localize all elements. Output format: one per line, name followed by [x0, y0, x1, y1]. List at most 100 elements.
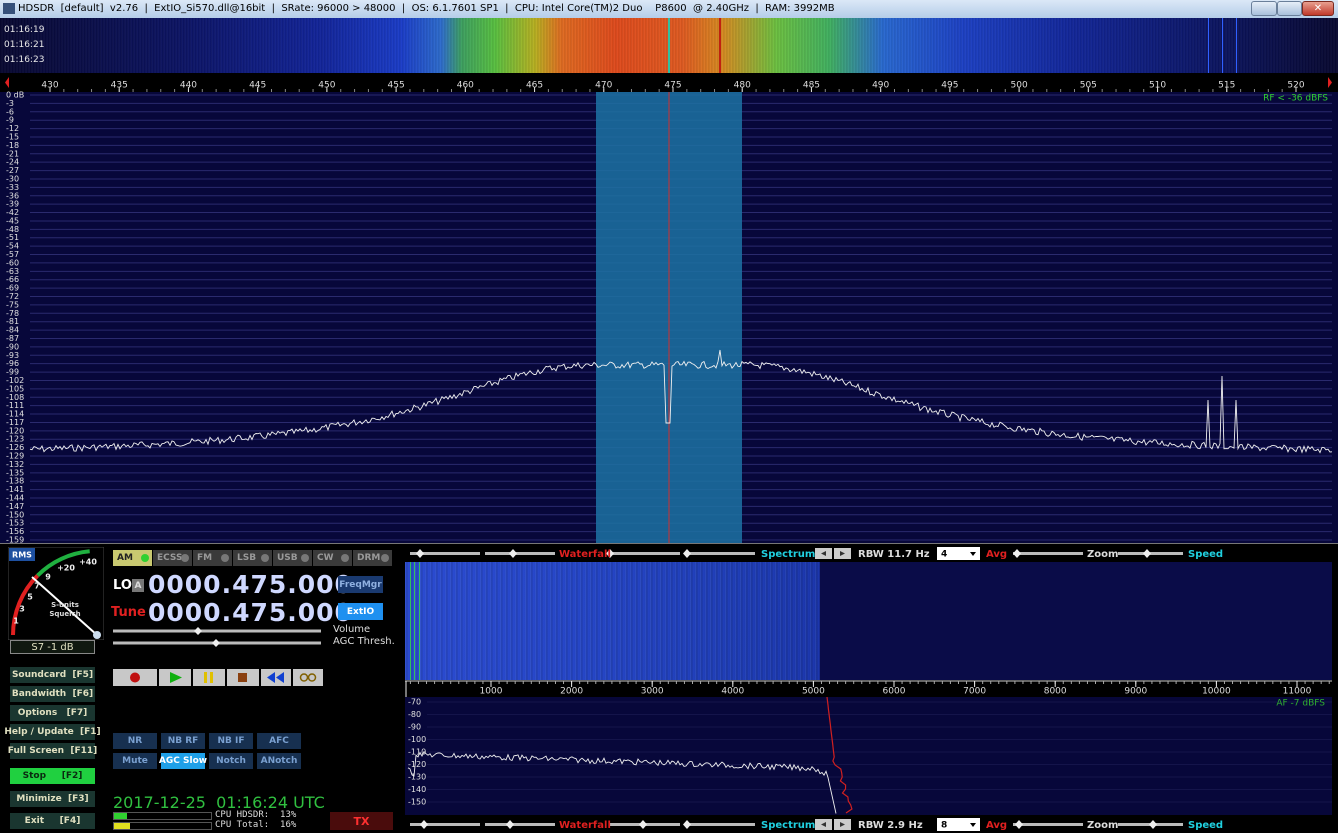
freq-tick-label: 465 — [526, 81, 543, 91]
s-scale-label: 7 — [34, 582, 40, 591]
freq-tick-label: 440 — [180, 81, 197, 91]
db-tick-label: -80 — [408, 710, 421, 719]
pause-button[interactable] — [193, 669, 225, 686]
freq-tick-label: 450 — [318, 81, 335, 91]
spectrum-label: Spectrum — [761, 820, 815, 831]
freq-tick-label: 480 — [734, 81, 751, 91]
stop-icon — [238, 673, 247, 682]
db-tick-label: -90 — [408, 723, 421, 732]
s-scale-label: +20 — [57, 564, 75, 573]
freq-tick-label: 1000 — [480, 687, 503, 697]
menu-button[interactable]: Help / Update [F1] — [10, 724, 95, 740]
s-scale-label: 5 — [27, 593, 33, 602]
menu-button[interactable]: Soundcard [F5] — [10, 667, 95, 683]
freq-tick-label: 455 — [388, 81, 405, 91]
minimize-window[interactable] — [1251, 1, 1277, 16]
db-tick-label: -100 — [408, 735, 426, 744]
s-scale-label: 3 — [19, 605, 25, 614]
rf-level: RF < -36 dBFS — [1263, 94, 1328, 104]
freq-tick-label: 470 — [595, 81, 612, 91]
cpu-bar-frame — [113, 812, 212, 820]
avg-count: 4 — [941, 550, 947, 560]
freq-tick-label: 495 — [941, 81, 958, 91]
waterfall-time: 01:16:23 — [4, 55, 44, 65]
freq-tick-label: 7000 — [963, 687, 986, 697]
extio-button[interactable]: ExtIO — [338, 603, 383, 620]
db-tick-label: -159 — [6, 536, 24, 544]
s-meter-pivot — [93, 631, 101, 639]
waterfall-signal — [1208, 18, 1209, 73]
freq-tick-label: 11000 — [1283, 687, 1312, 697]
waterfall-label: Waterfall — [559, 549, 611, 560]
slider-label: AGC Thresh. — [333, 636, 395, 647]
app-icon — [3, 3, 15, 14]
rbw-label: RBW 2.9 Hz — [858, 820, 923, 831]
freq-tick-label: 490 — [872, 81, 889, 91]
vfo-button[interactable]: A — [132, 579, 144, 592]
squelch-label: Squelch — [49, 610, 80, 618]
db-tick-label: -70 — [408, 698, 421, 707]
waterfall-signal — [1222, 18, 1223, 73]
rf-spectrum: 4304354404454504554604654704754804854904… — [0, 73, 1338, 543]
freq-tick-label: 475 — [664, 81, 681, 91]
dsp-button[interactable]: ANotch — [257, 753, 301, 769]
freq-tick-label: 510 — [1149, 81, 1166, 91]
mode-indicator — [381, 554, 389, 562]
zoom-label: Zoom — [1087, 820, 1118, 831]
af-waterfall-line — [410, 562, 411, 680]
dsp-button[interactable]: NB RF — [161, 733, 205, 749]
cpu-total: CPU Total: 16% — [215, 820, 296, 830]
avg-count: 8 — [941, 821, 947, 831]
tune-label: Tune — [111, 605, 146, 620]
dsp-button[interactable]: NB IF — [209, 733, 253, 749]
maximize-window[interactable] — [1277, 1, 1302, 16]
rbw-label: RBW 11.7 Hz — [858, 549, 930, 560]
mode-indicator — [261, 554, 269, 562]
mode-indicator — [141, 554, 149, 562]
speed-label: Speed — [1188, 549, 1223, 560]
freq-tick-label: 430 — [41, 81, 58, 91]
rms-label: RMS — [12, 551, 32, 560]
avg-label: Avg — [986, 549, 1007, 560]
menu-button[interactable]: Full Screen [F11] — [10, 743, 95, 759]
dsp-button[interactable]: Mute — [113, 753, 157, 769]
freq-tick-label: 485 — [803, 81, 820, 91]
menu-button[interactable]: Bandwidth [F6] — [10, 686, 95, 702]
record-icon — [130, 673, 140, 683]
cpu-hdsdr: CPU HDSDR: 13% — [215, 810, 296, 820]
menu-button[interactable]: Exit [F4] — [10, 813, 95, 829]
lo-frequency: 0000.475.000 — [148, 570, 353, 599]
tx-button[interactable]: TX — [330, 812, 393, 830]
freqmgr-button[interactable]: FreqMgr — [338, 576, 383, 593]
avg-label: Avg — [986, 820, 1007, 831]
hdsdr-window: HDSDR [default] v2.76 | ExtIO_Si570.dll@… — [0, 0, 1338, 833]
mode-indicator — [341, 554, 349, 562]
db-tick-label: -130 — [408, 773, 426, 782]
dsp-button[interactable]: NR — [113, 733, 157, 749]
mode-indicator — [221, 554, 229, 562]
menu-button[interactable]: Options [F7] — [10, 705, 95, 721]
freq-tick-label: 4000 — [721, 687, 744, 697]
freq-tick-label: 445 — [249, 81, 266, 91]
waterfall-marker — [668, 18, 670, 73]
s-scale-label: 1 — [13, 617, 19, 626]
dsp-button[interactable]: AFC — [257, 733, 301, 749]
freq-tick-label: 9000 — [1124, 687, 1147, 697]
scale-bg — [405, 680, 1332, 697]
freq-tick-label: 10000 — [1202, 687, 1231, 697]
mode-indicator — [181, 554, 189, 562]
s-units-label: S-units — [51, 601, 79, 609]
pause-icon — [210, 672, 213, 683]
db-tick-label: -150 — [408, 798, 426, 807]
s-scale-label: +40 — [79, 558, 97, 567]
volume-thumb[interactable] — [194, 627, 202, 635]
pause-icon — [204, 672, 207, 683]
dsp-button[interactable]: AGC Slow — [161, 753, 205, 769]
dsp-button[interactable]: Notch — [209, 753, 253, 769]
agc-thumb[interactable] — [212, 639, 220, 647]
menu-button[interactable]: Stop [F2] — [10, 768, 95, 784]
close-window[interactable]: ✕ — [1302, 1, 1334, 16]
freq-tick-label: 505 — [1080, 81, 1097, 91]
zoom-label: Zoom — [1087, 549, 1118, 560]
menu-button[interactable]: Minimize [F3] — [10, 791, 95, 807]
